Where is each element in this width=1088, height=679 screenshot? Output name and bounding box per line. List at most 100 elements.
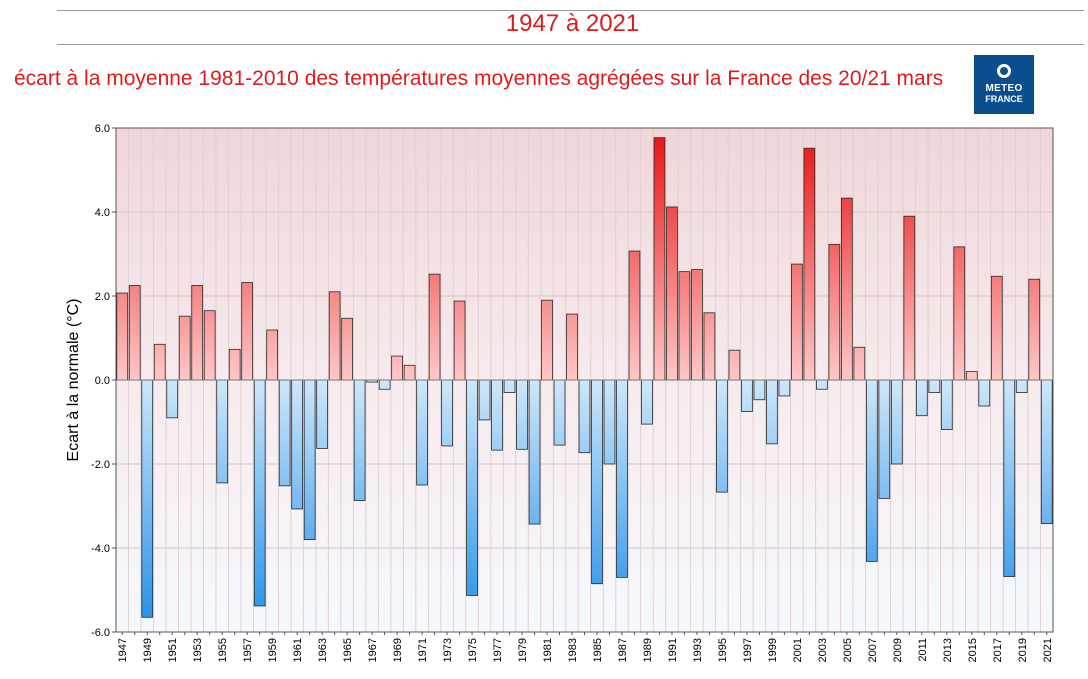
bar-1990 bbox=[653, 137, 666, 381]
x-tick-label: 2015 bbox=[967, 638, 979, 662]
x-tick-label: 1959 bbox=[267, 638, 279, 662]
x-tick-label: 1987 bbox=[617, 638, 629, 662]
x-tick-label: 1983 bbox=[567, 638, 579, 662]
bar-1962 bbox=[303, 379, 316, 541]
y-tick-label: 2.0 bbox=[95, 291, 110, 303]
x-tick-label: 2011 bbox=[917, 638, 929, 662]
bar-1983 bbox=[566, 313, 578, 381]
chart-title: 1947 à 2021 bbox=[505, 10, 640, 37]
bar-1989 bbox=[641, 379, 653, 425]
bar-1995 bbox=[716, 379, 728, 493]
x-tick-label: 2013 bbox=[942, 638, 954, 662]
bar-2002 bbox=[803, 147, 816, 381]
bar-1973 bbox=[441, 379, 453, 447]
meteo-france-emblem-icon bbox=[997, 64, 1011, 78]
bar-1976 bbox=[478, 379, 491, 421]
bar-1996 bbox=[728, 349, 741, 381]
bar-1961 bbox=[291, 379, 303, 510]
x-tick-label: 2003 bbox=[817, 638, 829, 662]
bar-2012 bbox=[928, 379, 941, 394]
bar-2020 bbox=[1028, 278, 1041, 381]
y-axis-ticks: 6.0 4.0 2.0 0.0 -2.0 -4.0 -6.0 bbox=[91, 123, 116, 639]
x-tick-label: 1977 bbox=[492, 638, 504, 662]
title-underline bbox=[57, 44, 1084, 45]
x-tick-label: 1981 bbox=[542, 638, 554, 662]
x-tick-label: 2001 bbox=[792, 638, 804, 662]
y-tick-label: 4.0 bbox=[95, 207, 110, 219]
bar-1969 bbox=[391, 355, 403, 381]
top-rule bbox=[57, 10, 1084, 11]
bar-2010 bbox=[903, 215, 916, 381]
bar-1950 bbox=[153, 343, 166, 381]
bar-1952 bbox=[178, 315, 191, 381]
bar-2017 bbox=[990, 275, 1003, 381]
x-tick-label: 1989 bbox=[642, 638, 654, 662]
x-tick-label: 1997 bbox=[742, 638, 754, 662]
bar-1988 bbox=[628, 250, 641, 381]
bar-2006 bbox=[853, 346, 866, 381]
chart-subtitle: écart à la moyenne 1981-2010 des tempéra… bbox=[14, 67, 944, 90]
x-tick-label: 1985 bbox=[592, 638, 604, 662]
bar-1974 bbox=[453, 300, 466, 381]
y-tick-label: 6.0 bbox=[95, 123, 110, 135]
bar-2004 bbox=[828, 243, 841, 381]
x-tick-label: 2009 bbox=[892, 638, 904, 662]
x-tick-label: 1973 bbox=[442, 638, 454, 662]
bar-1985 bbox=[591, 379, 603, 585]
bar-1999 bbox=[766, 379, 778, 445]
bar-2005 bbox=[841, 197, 853, 381]
bar-1966 bbox=[353, 379, 366, 501]
x-tick-label: 1991 bbox=[667, 638, 679, 662]
y-tick-label: -6.0 bbox=[91, 627, 110, 639]
x-tick-label: 1995 bbox=[717, 638, 729, 662]
bar-1978 bbox=[503, 379, 516, 394]
bar-1977 bbox=[491, 379, 503, 451]
x-tick-label: 2007 bbox=[867, 638, 879, 662]
bar-1994 bbox=[703, 312, 716, 381]
bar-1947 bbox=[116, 292, 129, 381]
bar-1951 bbox=[166, 379, 179, 419]
x-tick-label: 1951 bbox=[167, 638, 179, 662]
bar-2009 bbox=[890, 379, 903, 465]
x-axis-ticks: 1947 1949 1951 1953 1955 1957 1959 1961 1963 1965… bbox=[117, 632, 1054, 662]
logo-text-france: FRANCE bbox=[985, 94, 1023, 104]
bar-1987 bbox=[616, 379, 628, 578]
x-tick-label: 1993 bbox=[692, 638, 704, 662]
y-tick-label: 0.0 bbox=[95, 375, 110, 387]
y-tick-label: -4.0 bbox=[91, 543, 110, 555]
x-tick-label: 2021 bbox=[1042, 638, 1054, 662]
bar-1970 bbox=[403, 364, 416, 381]
bar-1965 bbox=[341, 317, 353, 381]
bar-1998 bbox=[753, 379, 766, 401]
x-tick-label: 1975 bbox=[467, 638, 479, 662]
x-tick-label: 2017 bbox=[992, 638, 1004, 662]
x-tick-label: 2019 bbox=[1017, 638, 1029, 662]
x-tick-label: 1955 bbox=[217, 638, 229, 662]
x-tick-label: 1953 bbox=[192, 638, 204, 662]
bar-1960 bbox=[278, 379, 291, 487]
bar-2016 bbox=[978, 379, 991, 407]
bars bbox=[116, 137, 1053, 618]
bar-1971 bbox=[416, 379, 428, 486]
x-tick-label: 1947 bbox=[117, 638, 129, 662]
x-tick-label: 1965 bbox=[342, 638, 354, 662]
bar-1979 bbox=[516, 379, 528, 450]
bar-2018 bbox=[1003, 379, 1016, 577]
x-tick-label: 1957 bbox=[242, 638, 254, 662]
bar-2007 bbox=[866, 379, 878, 562]
x-tick-label: 1969 bbox=[392, 638, 404, 662]
bar-1986 bbox=[603, 379, 616, 465]
meteo-france-logo: METEO FRANCE bbox=[974, 55, 1034, 114]
x-tick-label: 2005 bbox=[842, 638, 854, 662]
x-tick-label: 1963 bbox=[317, 638, 329, 662]
bar-1993 bbox=[691, 269, 703, 381]
bar-2015 bbox=[965, 371, 978, 381]
bar-2003 bbox=[816, 379, 828, 390]
bar-2019 bbox=[1015, 379, 1028, 394]
bar-1954 bbox=[203, 310, 216, 381]
bar-1972 bbox=[428, 273, 441, 381]
bar-1955 bbox=[216, 379, 229, 484]
x-tick-label: 1967 bbox=[367, 638, 379, 662]
bar-1958 bbox=[253, 379, 266, 607]
